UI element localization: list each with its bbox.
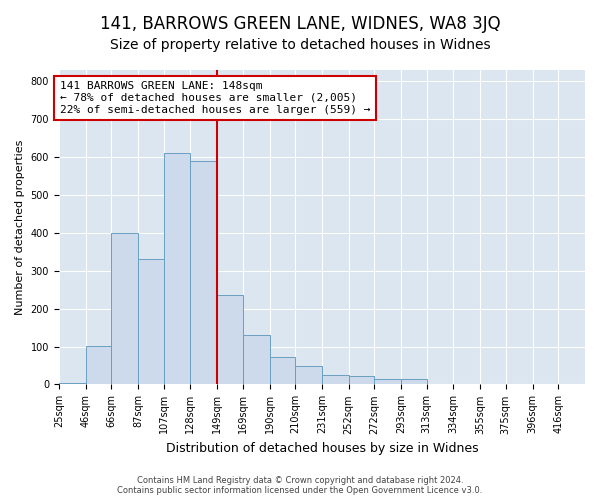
Bar	[322, 374, 349, 384]
Bar	[374, 379, 401, 384]
Bar	[59, 382, 86, 384]
Text: 141 BARROWS GREEN LANE: 148sqm
← 78% of detached houses are smaller (2,005)
22% : 141 BARROWS GREEN LANE: 148sqm ← 78% of …	[60, 82, 371, 114]
Bar	[190, 161, 217, 384]
Bar	[111, 233, 138, 384]
Bar	[295, 366, 322, 384]
Bar	[86, 346, 111, 385]
Bar	[349, 376, 374, 384]
Y-axis label: Number of detached properties: Number of detached properties	[15, 140, 25, 315]
Bar	[217, 296, 243, 384]
Text: Size of property relative to detached houses in Widnes: Size of property relative to detached ho…	[110, 38, 490, 52]
Bar	[138, 260, 164, 384]
Bar	[164, 154, 190, 384]
Bar	[401, 379, 427, 384]
Text: 141, BARROWS GREEN LANE, WIDNES, WA8 3JQ: 141, BARROWS GREEN LANE, WIDNES, WA8 3JQ	[100, 15, 500, 33]
Bar	[243, 335, 269, 384]
Text: Contains HM Land Registry data © Crown copyright and database right 2024.
Contai: Contains HM Land Registry data © Crown c…	[118, 476, 482, 495]
Bar	[269, 357, 295, 384]
X-axis label: Distribution of detached houses by size in Widnes: Distribution of detached houses by size …	[166, 442, 478, 455]
